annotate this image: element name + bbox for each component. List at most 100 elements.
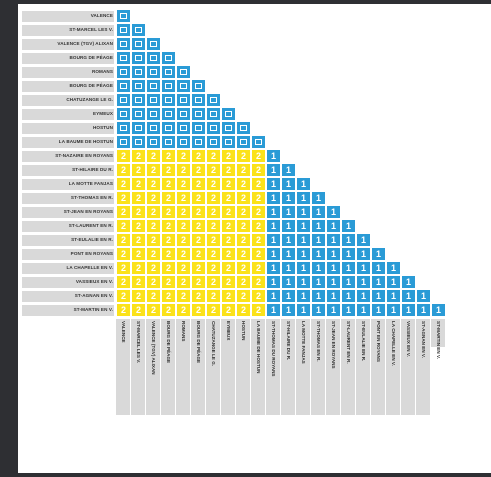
fare-cell: 2 (116, 247, 131, 261)
fare-cell: 2 (146, 247, 161, 261)
fare-cell: 2 (116, 233, 131, 247)
fare-cell: 1 (281, 191, 296, 205)
fare-cell (131, 135, 146, 149)
fare-cell: 2 (146, 191, 161, 205)
fare-cell: 1 (356, 247, 371, 261)
row-label-bar (22, 263, 114, 274)
fare-cell: 1 (401, 303, 416, 317)
fare-cell: 1 (401, 275, 416, 289)
fare-cell: 2 (146, 149, 161, 163)
fare-cell: 2 (161, 163, 176, 177)
row-label: ST-HILAIRE DU R. (72, 167, 113, 172)
column-label-text: CHATUZANGE LE G. (211, 321, 216, 367)
column-label-text: VALENCE (121, 321, 126, 343)
row-label: ST-NAZAIRE EN ROYANS (55, 153, 113, 158)
column-label-bar (326, 319, 340, 415)
column-label-text: LA MOTTE FANJAS (301, 321, 306, 364)
fare-cell (131, 65, 146, 79)
fare-cell: 1 (311, 191, 326, 205)
fare-cell (221, 135, 236, 149)
column-label-text: ST-THOMAS EN R. (316, 321, 321, 362)
fare-cell: 1 (296, 247, 311, 261)
fare-zone-matrix: VALENCE ST-MARCEL LES V. VALENCE (TGV) ALI… (18, 4, 491, 473)
row-label-bar (22, 151, 114, 162)
fare-cell: 1 (266, 247, 281, 261)
row-label: VALENCE (90, 13, 113, 18)
fare-cell: 2 (221, 233, 236, 247)
fare-cell (161, 93, 176, 107)
column-label-text: ROMANS (181, 321, 186, 342)
row-label-bar (22, 207, 114, 218)
fare-cell: 2 (236, 191, 251, 205)
fare-cell: 1 (341, 247, 356, 261)
column-label-bar (236, 319, 250, 415)
row-label-bar (22, 277, 114, 288)
row-label-bar (22, 109, 114, 120)
fare-cell: 1 (356, 303, 371, 317)
fare-cell: 1 (296, 303, 311, 317)
column-label-bar (341, 319, 355, 415)
fare-cell (116, 23, 131, 37)
row-label: HOSTUN (93, 125, 113, 130)
fare-cell: 2 (191, 303, 206, 317)
fare-cell: 2 (236, 261, 251, 275)
fare-cell: 1 (311, 205, 326, 219)
row-label-bar (22, 235, 114, 246)
row-label: VASSIEUX EN V. (75, 279, 113, 284)
fare-cell: 1 (266, 205, 281, 219)
row-label: BOURG DE PÉAGE (69, 83, 113, 88)
column-label-text: ST-MARTIN EN V. (436, 321, 441, 359)
fare-cell (176, 135, 191, 149)
fare-cell (116, 121, 131, 135)
fare-cell: 2 (191, 177, 206, 191)
fare-cell: 1 (311, 289, 326, 303)
fare-cell: 2 (116, 205, 131, 219)
column-label-bar (161, 319, 175, 415)
fare-cell: 2 (221, 219, 236, 233)
column-label-bar (176, 319, 190, 415)
fare-cell: 1 (281, 275, 296, 289)
row-label-bar (22, 221, 114, 232)
fare-cell (161, 107, 176, 121)
fare-cell: 2 (236, 233, 251, 247)
fare-cell: 2 (131, 205, 146, 219)
fare-cell: 2 (206, 261, 221, 275)
fare-cell: 2 (236, 163, 251, 177)
fare-cell: 1 (266, 289, 281, 303)
fare-cell: 2 (176, 303, 191, 317)
fare-cell: 2 (146, 303, 161, 317)
fare-cell (206, 93, 221, 107)
fare-cell: 2 (236, 247, 251, 261)
fare-cell (116, 107, 131, 121)
fare-cell: 1 (371, 275, 386, 289)
fare-cell: 2 (191, 219, 206, 233)
fare-cell: 2 (176, 191, 191, 205)
fare-cell: 2 (191, 247, 206, 261)
fare-cell (236, 135, 251, 149)
column-label-bar (401, 319, 415, 415)
fare-cell (131, 107, 146, 121)
fare-cell: 1 (386, 261, 401, 275)
row-label: VALENCE (TGV) ALIXAN (57, 41, 113, 46)
fare-cell: 2 (251, 303, 266, 317)
fare-cell: 1 (281, 177, 296, 191)
column-label: PONT EN ROYANS (371, 319, 385, 415)
fare-cell: 1 (311, 219, 326, 233)
fare-cell: 2 (161, 261, 176, 275)
row-label: LA MOTTE FANJAS (68, 181, 113, 186)
row-label: ST-LAURENT EN R. (68, 223, 113, 228)
row-label-bar (22, 95, 114, 106)
column-label-bar (416, 319, 430, 415)
fare-cell: 2 (251, 289, 266, 303)
fare-cell: 2 (221, 247, 236, 261)
fare-cell: 2 (236, 275, 251, 289)
column-label-bar (131, 319, 145, 415)
fare-cell: 2 (116, 177, 131, 191)
fare-cell: 1 (296, 219, 311, 233)
fare-cell: 1 (266, 163, 281, 177)
fare-cell: 2 (116, 303, 131, 317)
row-label-bar (22, 67, 114, 78)
column-label: LA BAUME DE HOSTUN (251, 319, 265, 415)
column-label-bar (191, 319, 205, 415)
row-label: ST-MARCEL LES V. (69, 27, 113, 32)
